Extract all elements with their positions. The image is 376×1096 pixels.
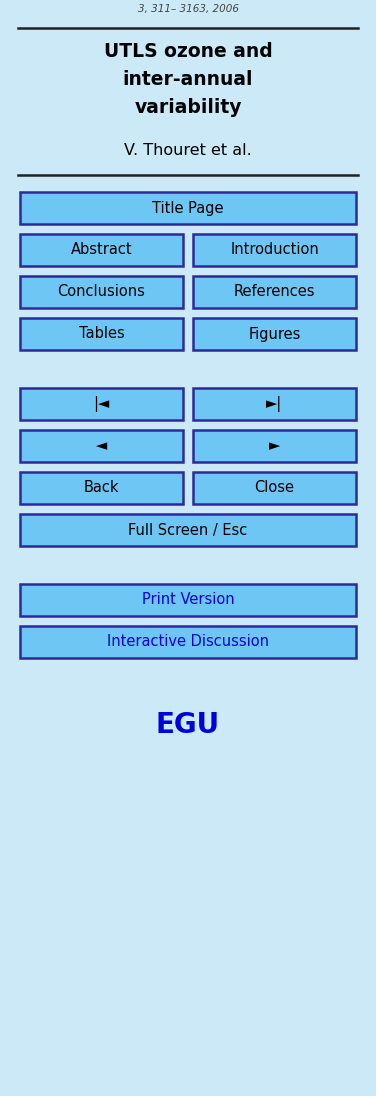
Text: ►: ►: [269, 438, 280, 454]
Text: Figures: Figures: [248, 327, 301, 342]
FancyBboxPatch shape: [193, 235, 356, 266]
Text: inter-annual: inter-annual: [123, 70, 253, 89]
FancyBboxPatch shape: [193, 388, 356, 420]
Text: 3, 311– 3163, 2006: 3, 311– 3163, 2006: [138, 4, 238, 14]
FancyBboxPatch shape: [193, 472, 356, 504]
FancyBboxPatch shape: [20, 235, 183, 266]
FancyBboxPatch shape: [20, 472, 183, 504]
Text: variability: variability: [134, 98, 242, 117]
FancyBboxPatch shape: [20, 388, 183, 420]
Text: Conclusions: Conclusions: [58, 285, 146, 299]
FancyBboxPatch shape: [20, 430, 183, 463]
FancyBboxPatch shape: [20, 626, 356, 658]
Text: Back: Back: [84, 480, 119, 495]
Text: |◄: |◄: [93, 396, 110, 412]
Text: Interactive Discussion: Interactive Discussion: [107, 635, 269, 650]
Text: References: References: [234, 285, 315, 299]
FancyBboxPatch shape: [20, 514, 356, 546]
Text: Introduction: Introduction: [230, 242, 319, 258]
Text: V. Thouret et al.: V. Thouret et al.: [124, 142, 252, 158]
Text: Abstract: Abstract: [71, 242, 132, 258]
FancyBboxPatch shape: [193, 318, 356, 350]
FancyBboxPatch shape: [20, 318, 183, 350]
Text: ►|: ►|: [266, 396, 283, 412]
Text: EGU: EGU: [156, 711, 220, 739]
FancyBboxPatch shape: [193, 276, 356, 308]
FancyBboxPatch shape: [20, 276, 183, 308]
Text: Tables: Tables: [79, 327, 124, 342]
FancyBboxPatch shape: [20, 192, 356, 224]
Text: Print Version: Print Version: [142, 593, 234, 607]
Text: UTLS ozone and: UTLS ozone and: [104, 42, 272, 61]
Text: Title Page: Title Page: [152, 201, 224, 216]
FancyBboxPatch shape: [20, 584, 356, 616]
FancyBboxPatch shape: [193, 430, 356, 463]
Text: Full Screen / Esc: Full Screen / Esc: [128, 523, 248, 537]
Text: ◄: ◄: [96, 438, 107, 454]
Text: Close: Close: [255, 480, 294, 495]
